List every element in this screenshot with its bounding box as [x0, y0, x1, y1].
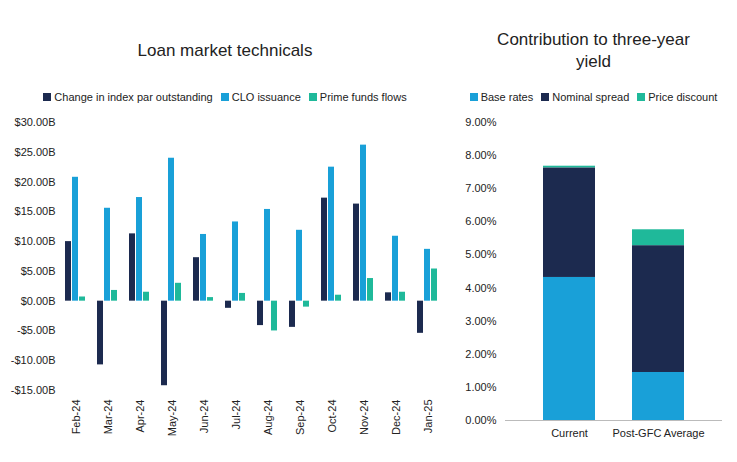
- svg-text:Jul-24: Jul-24: [230, 400, 242, 430]
- svg-text:$15.00B: $15.00B: [15, 205, 56, 217]
- svg-text:$10.00B: $10.00B: [15, 235, 56, 247]
- html-text:Change in index par outstandin: Change in index par outstanding: [54, 91, 213, 103]
- svg-text:-$15.00B: -$15.00B: [11, 384, 56, 396]
- svg-text:1.00%: 1.00%: [465, 381, 496, 393]
- html-text:Loan market technicals: Loan market technicals: [137, 41, 313, 60]
- svg-text:$5.00B: $5.00B: [21, 265, 56, 277]
- html-text:Prime funds flows: Prime funds flows: [319, 91, 407, 103]
- svg-text:5.00%: 5.00%: [465, 248, 496, 260]
- html-text:Price discount: Price discount: [648, 91, 718, 103]
- svg-text:2.00%: 2.00%: [465, 348, 496, 360]
- svg-text:6.00%: 6.00%: [465, 215, 496, 227]
- svg-text:Mar-24: Mar-24: [102, 400, 114, 435]
- svg-text:0.00%: 0.00%: [465, 414, 496, 426]
- svg-text:Jun-24: Jun-24: [198, 400, 210, 434]
- svg-text:$0.00B: $0.00B: [21, 295, 56, 307]
- svg-text:-$5.00B: -$5.00B: [17, 324, 56, 336]
- svg-text:Apr-24: Apr-24: [134, 400, 146, 433]
- svg-text:$25.00B: $25.00B: [15, 146, 56, 158]
- html-text:Base rates: Base rates: [480, 91, 534, 103]
- svg-text:Aug-24: Aug-24: [262, 400, 274, 435]
- svg-text:Jan-25: Jan-25: [422, 400, 434, 434]
- svg-text:$20.00B: $20.00B: [15, 176, 56, 188]
- svg-text:-$10.00B: -$10.00B: [11, 354, 56, 366]
- svg-text:Current: Current: [551, 427, 588, 439]
- svg-text:4.00%: 4.00%: [465, 282, 496, 294]
- svg-text:Nov-24: Nov-24: [358, 400, 370, 435]
- svg-text:Feb-24: Feb-24: [70, 400, 82, 435]
- svg-text:Sep-24: Sep-24: [294, 400, 306, 435]
- svg-text:Oct-24: Oct-24: [326, 400, 338, 433]
- html-text:CLO issuance: CLO issuance: [231, 91, 301, 103]
- svg-text:$30.00B: $30.00B: [15, 116, 56, 128]
- svg-text:Dec-24: Dec-24: [390, 400, 402, 435]
- svg-text:7.00%: 7.00%: [465, 182, 496, 194]
- svg-text:9.00%: 9.00%: [465, 116, 496, 128]
- html-text:Nominal spread: Nominal spread: [552, 91, 630, 103]
- html-text:Contribution to three-year yie: Contribution to three-year yield: [497, 30, 690, 71]
- svg-text:3.00%: 3.00%: [465, 315, 496, 327]
- svg-text:8.00%: 8.00%: [465, 149, 496, 161]
- svg-text:Post-GFC Average: Post-GFC Average: [612, 427, 704, 439]
- svg-text:May-24: May-24: [166, 400, 178, 437]
